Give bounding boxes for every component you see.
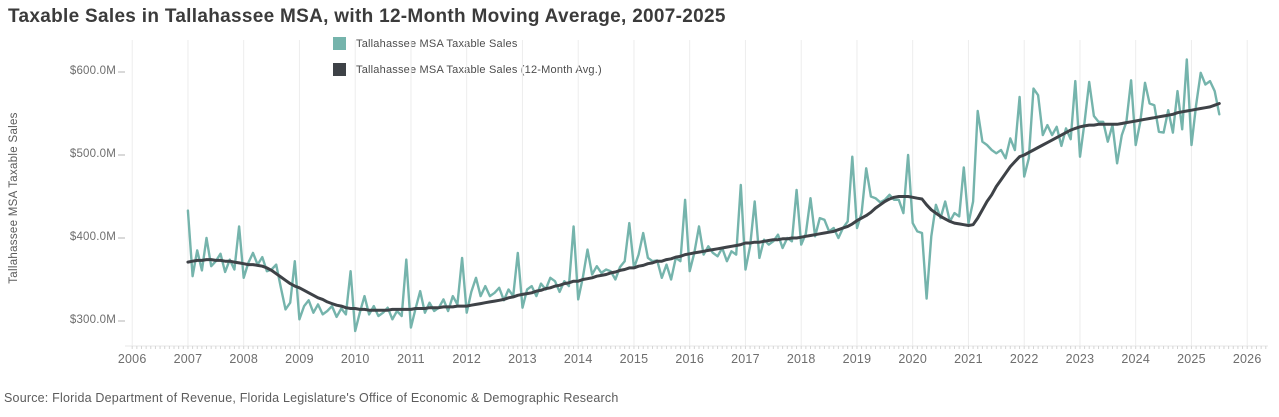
taxable-sales-line[interactable] — [186, 58, 1221, 333]
year-gridlines — [131, 40, 1248, 346]
x-tick-label: 2018 — [786, 352, 816, 366]
month-minor-ticks — [131, 346, 1267, 349]
y-tick-label: $400.0M — [69, 231, 116, 243]
legend-label-moving-average: Tallahassee MSA Taxable Sales (12-Month … — [356, 63, 602, 76]
x-tick-label: 2006 — [117, 352, 147, 366]
legend-item-moving-average[interactable]: Tallahassee MSA Taxable Sales (12-Month … — [333, 63, 602, 76]
x-tick-label: 2013 — [508, 352, 537, 366]
legend-label-taxable-sales: Tallahassee MSA Taxable Sales — [356, 37, 518, 50]
x-tick-label: 2014 — [563, 352, 593, 366]
x-tick-label: 2017 — [731, 352, 760, 366]
y-axis-ticks — [118, 71, 125, 322]
x-tick-label: 2026 — [1232, 352, 1262, 366]
chart-title: Taxable Sales in Tallahassee MSA, with 1… — [8, 6, 726, 27]
legend-swatch-moving-average — [333, 63, 346, 76]
x-tick-label: 2008 — [229, 352, 258, 366]
x-tick-label: 2007 — [173, 352, 203, 366]
source-note: Source: Florida Department of Revenue, F… — [4, 391, 619, 405]
x-tick-label: 2009 — [285, 352, 314, 366]
x-tick-label: 2024 — [1121, 352, 1150, 366]
legend-item-taxable-sales[interactable]: Tallahassee MSA Taxable Sales — [333, 37, 602, 50]
y-tick-label: $600.0M — [69, 65, 116, 77]
x-tick-label: 2010 — [340, 352, 370, 366]
moving-average-line[interactable] — [186, 102, 1221, 312]
x-tick-label: 2023 — [1065, 352, 1095, 366]
legend-swatch-taxable-sales — [333, 37, 346, 50]
x-tick-label: 2020 — [898, 352, 927, 366]
x-tick-label: 2015 — [619, 352, 649, 366]
x-tick-label: 2019 — [842, 352, 872, 366]
x-tick-label: 2012 — [452, 352, 481, 366]
x-tick-label: 2016 — [675, 352, 704, 366]
x-tick-label: 2025 — [1177, 352, 1206, 366]
y-tick-label: $500.0M — [69, 148, 116, 160]
x-tick-label: 2022 — [1009, 352, 1039, 366]
legend: Tallahassee MSA Taxable Sales Tallahasse… — [333, 37, 602, 76]
x-tick-label: 2021 — [954, 352, 983, 366]
x-tick-label: 2011 — [397, 352, 425, 366]
y-tick-label: $300.0M — [69, 314, 116, 326]
